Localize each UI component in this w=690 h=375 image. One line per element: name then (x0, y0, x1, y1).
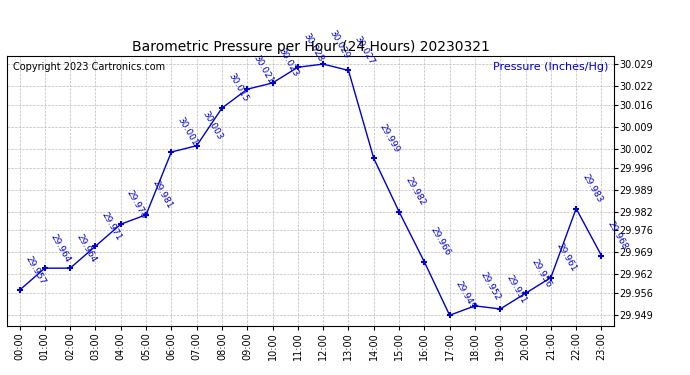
Text: 29.949: 29.949 (454, 279, 477, 311)
Text: Pressure (Inches/Hg): Pressure (Inches/Hg) (493, 62, 608, 72)
Text: 30.003: 30.003 (201, 110, 224, 141)
Text: 29.961: 29.961 (555, 242, 578, 273)
Text: 29.971: 29.971 (99, 210, 123, 242)
Text: 30.023: 30.023 (277, 47, 300, 79)
Text: 30.028: 30.028 (302, 31, 326, 63)
Text: Copyright 2023 Cartronics.com: Copyright 2023 Cartronics.com (13, 62, 165, 72)
Title: Barometric Pressure per Hour (24 Hours) 20230321: Barometric Pressure per Hour (24 Hours) … (132, 40, 489, 54)
Text: 29.982: 29.982 (403, 176, 426, 207)
Text: 30.021: 30.021 (251, 53, 275, 85)
Text: 30.001: 30.001 (175, 116, 199, 148)
Text: 29.964: 29.964 (75, 232, 98, 264)
Text: 29.952: 29.952 (479, 270, 502, 302)
Text: 29.966: 29.966 (428, 226, 452, 258)
Text: 29.978: 29.978 (125, 188, 148, 220)
Text: 29.999: 29.999 (378, 122, 402, 154)
Text: 29.957: 29.957 (23, 254, 47, 286)
Text: 29.951: 29.951 (504, 273, 528, 305)
Text: 30.015: 30.015 (226, 72, 250, 104)
Text: 29.983: 29.983 (580, 172, 604, 204)
Text: 30.027: 30.027 (353, 34, 376, 66)
Text: 29.964: 29.964 (49, 232, 72, 264)
Text: 29.956: 29.956 (530, 257, 553, 289)
Text: 29.981: 29.981 (150, 179, 174, 211)
Text: 29.968: 29.968 (606, 220, 629, 252)
Text: 30.029: 30.029 (327, 28, 351, 60)
